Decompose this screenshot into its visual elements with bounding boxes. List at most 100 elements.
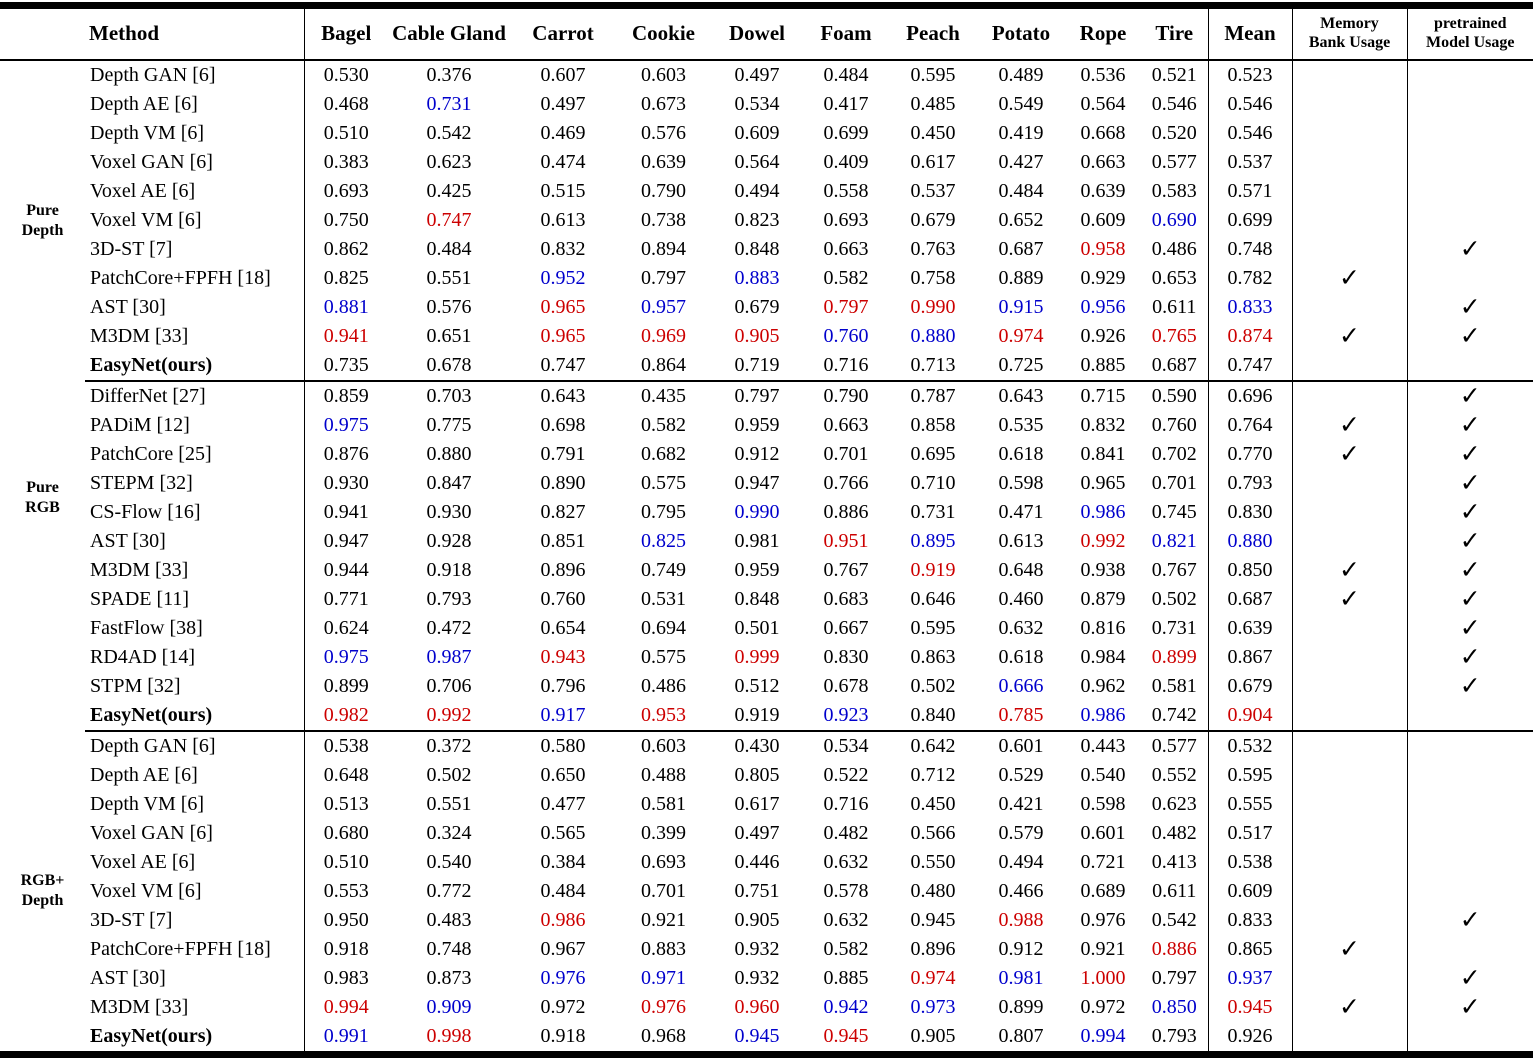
score-cell: 0.482 (1141, 818, 1209, 848)
pretrained-model-usage-cell: ✓ (1459, 643, 1481, 671)
score-cell: 0.790 (641, 179, 686, 202)
score-cell: 0.712 (910, 763, 956, 786)
score-cell: 0.698 (540, 413, 586, 436)
col-header-potato: Potato (977, 5, 1065, 61)
score-cell: 0.668 (1080, 121, 1126, 144)
score-cell: 0.905 (889, 1021, 977, 1055)
score-cell: 0.582 (823, 937, 869, 960)
score-cell: 0.534 (823, 734, 869, 757)
table-row: M3DM [33] 0.941 0.651 0.965 0.969 0.905 0.760 0… (0, 321, 1533, 351)
method-cell: Voxel VM [6] (85, 876, 305, 906)
score-cell: 0.716 (803, 350, 889, 382)
pretrained-model-usage-cell (1407, 877, 1533, 906)
memory-bank-usage-cell (1292, 818, 1408, 848)
score-cell: 0.577 (1141, 147, 1209, 177)
score-cell: 0.745 (1141, 497, 1209, 527)
score-cell: 0.663 (823, 237, 869, 260)
score-cell: 0.480 (910, 879, 956, 902)
memory-bank-usage-cell (1292, 671, 1408, 701)
score-cell: 0.565 (540, 821, 586, 844)
mean-cell: 0.880 (1207, 526, 1293, 556)
pretrained-model-usage-cell (1407, 264, 1533, 293)
score-cell: 0.693 (823, 208, 869, 231)
score-cell: 0.921 (641, 908, 686, 931)
score-cell: 0.947 (734, 471, 780, 494)
score-cell: 0.976 (1080, 908, 1126, 931)
col-header-foam: Foam (803, 5, 889, 61)
score-cell: 0.489 (998, 63, 1044, 86)
mean-cell: 0.609 (1207, 876, 1293, 906)
score-cell: 0.795 (641, 500, 686, 523)
mean-cell: 0.571 (1207, 176, 1293, 206)
score-cell: 0.576 (641, 121, 686, 144)
score-cell: 0.623 (426, 150, 472, 173)
score-cell: 0.623 (1141, 789, 1209, 819)
table-row: CS-Flow [16] 0.941 0.930 0.827 0.795 0.990 0.8… (0, 497, 1533, 527)
score-cell: 0.687 (998, 237, 1044, 260)
memory-bank-usage-cell (1292, 730, 1408, 761)
mean-cell: 0.850 (1207, 555, 1293, 585)
score-cell: 0.482 (823, 821, 869, 844)
mean-cell: 0.937 (1207, 963, 1293, 993)
pretrained-model-usage-cell (1407, 731, 1533, 761)
section-label-rgb-depth: RGB+ Depth (20, 872, 65, 909)
score-cell: 0.950 (323, 908, 369, 931)
table-row: Voxel GAN [6] 0.680 0.324 0.565 0.399 0.497 0.… (0, 818, 1533, 848)
score-cell: 0.678 (823, 674, 869, 697)
score-cell: 0.603 (641, 63, 686, 86)
score-cell: 0.515 (540, 179, 586, 202)
score-cell: 0.474 (540, 150, 586, 173)
score-cell: 0.885 (1065, 350, 1141, 382)
mean-cell: 0.687 (1207, 584, 1293, 614)
score-cell: 0.990 (734, 500, 780, 523)
score-cell: 0.484 (540, 879, 586, 902)
score-cell: 0.663 (1080, 150, 1126, 173)
mean-cell: 0.926 (1207, 1021, 1293, 1055)
mean-cell: 0.595 (1207, 760, 1293, 790)
score-cell: 0.719 (711, 350, 803, 382)
pretrained-model-usage-cell: ✓ (1459, 993, 1481, 1021)
mean-cell: 0.546 (1207, 89, 1293, 119)
method-cell: Voxel GAN [6] (85, 147, 305, 177)
memory-bank-usage-cell (1292, 876, 1408, 906)
score-cell: 0.522 (823, 763, 869, 786)
method-cell: Depth VM [6] (85, 789, 305, 819)
score-cell: 0.896 (540, 558, 586, 581)
score-cell: 0.679 (910, 208, 956, 231)
pretrained-model-usage-cell (1407, 90, 1533, 119)
score-cell: 0.483 (426, 908, 472, 931)
method-cell: Voxel GAN [6] (85, 818, 305, 848)
score-cell: 0.603 (641, 734, 686, 757)
score-cell: 0.982 (304, 700, 388, 732)
score-cell: 0.531 (641, 587, 686, 610)
table-row: STPM [32] 0.899 0.706 0.796 0.486 0.512 0.678 0… (0, 671, 1533, 701)
score-cell: 0.848 (734, 237, 780, 260)
score-cell: 0.945 (711, 1021, 803, 1055)
memory-bank-usage-cell (1292, 847, 1408, 877)
method-cell: PADiM [12] (85, 410, 305, 440)
score-cell: 0.973 (910, 995, 956, 1018)
score-cell: 0.975 (323, 645, 369, 668)
score-cell: 0.962 (1080, 674, 1126, 697)
score-cell: 0.609 (734, 121, 780, 144)
score-cell: 0.607 (540, 63, 586, 86)
score-cell: 0.582 (641, 413, 686, 436)
score-cell: 0.886 (823, 500, 869, 523)
col-header-memory-bank-usage: Memory Bank Usage (1292, 5, 1408, 61)
table-row: PatchCore+FPFH [18] 0.825 0.551 0.952 0.797 0… (0, 263, 1533, 293)
table-row: PatchCore+FPFH [18] 0.918 0.748 0.967 0.883 0… (0, 934, 1533, 964)
score-cell: 0.497 (540, 92, 586, 115)
score-cell: 0.695 (910, 442, 956, 465)
score-cell: 0.701 (641, 879, 686, 902)
score-cell: 0.957 (641, 295, 686, 318)
score-cell: 0.797 (734, 384, 780, 407)
score-cell: 0.699 (823, 121, 869, 144)
table-row: Depth AE [6] 0.468 0.731 0.497 0.673 0.534 0.4… (0, 89, 1533, 119)
score-cell: 0.702 (1141, 439, 1209, 469)
score-cell: 0.575 (641, 645, 686, 668)
score-cell: 0.693 (641, 850, 686, 873)
score-cell: 0.471 (998, 500, 1044, 523)
col-header-dowel: Dowel (711, 5, 803, 61)
